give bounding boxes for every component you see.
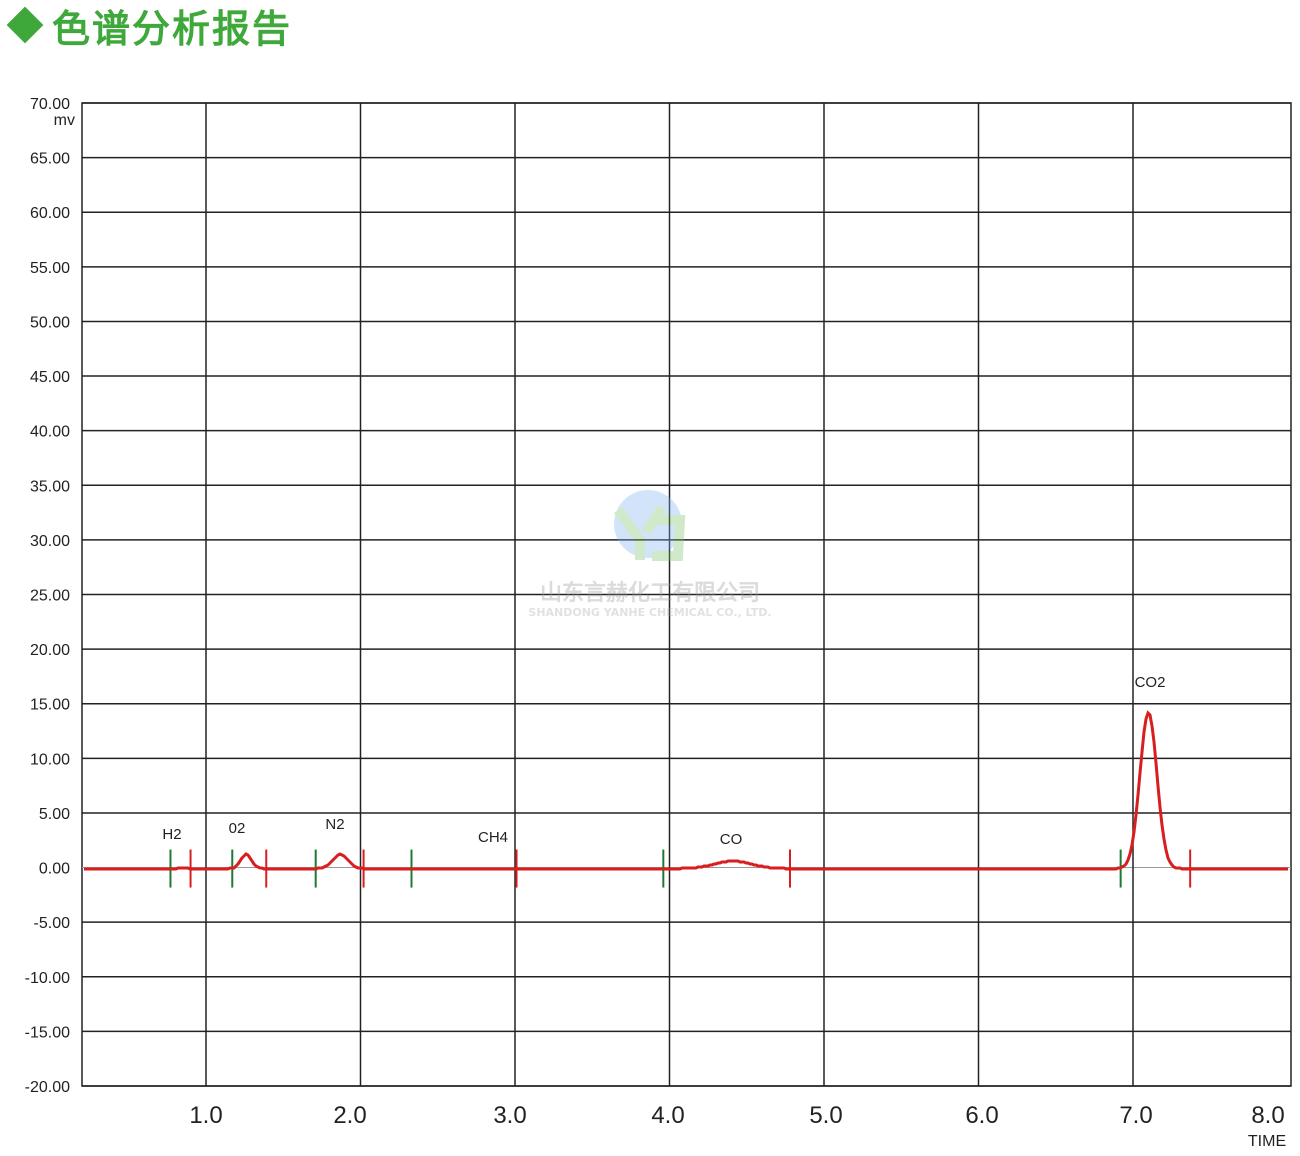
y-tick-label: -20.00: [25, 1079, 70, 1096]
peak-label: CO2: [1135, 674, 1166, 691]
watermark-company-cn: 山东言赫化工有限公司: [540, 580, 760, 606]
y-tick-label: 15.00: [30, 697, 70, 714]
x-tick-label: 8.0: [1251, 1102, 1284, 1129]
y-tick-label: -5.00: [34, 915, 71, 932]
y-tick-label: -10.00: [25, 970, 70, 987]
x-tick-label: 1.0: [189, 1102, 222, 1129]
y-axis-labels: 70.00 65.00 60.00 55.00 50.00 45.00 40.00 35.00…: [25, 96, 70, 1096]
y-axis-unit: mv: [54, 112, 75, 129]
y-tick-label: 25.00: [30, 588, 70, 605]
peak-label: CH4: [478, 829, 508, 846]
y-tick-label: 5.00: [39, 806, 70, 823]
x-tick-label: 6.0: [965, 1102, 998, 1129]
y-tick-label: 45.00: [30, 369, 70, 386]
y-tick-label: 55.00: [30, 260, 70, 277]
y-tick-label: 35.00: [30, 478, 70, 495]
peak-label: 02: [229, 820, 246, 837]
grid: [81, 102, 1292, 1087]
x-tick-label: 3.0: [493, 1102, 526, 1129]
y-tick-label: 65.00: [30, 151, 70, 168]
x-axis-labels: 1.0 2.0 3.0 4.0 5.0 6.0 7.0 8.0: [189, 1102, 1284, 1129]
report-title: 色谱分析报告: [4, 2, 292, 51]
y-tick-label: 30.00: [30, 533, 70, 550]
y-tick-label: 40.00: [30, 424, 70, 441]
x-tick-label: 4.0: [651, 1102, 684, 1129]
x-tick-label: 2.0: [333, 1102, 366, 1129]
y-tick-label: 10.00: [30, 751, 70, 768]
chromatogram-trace: [84, 710, 1288, 871]
watermark-logo-icon: [614, 490, 682, 558]
y-tick-label: 0.00: [39, 861, 70, 878]
y-tick-label: 50.00: [30, 314, 70, 331]
y-tick-label: -15.00: [25, 1024, 70, 1041]
watermark: 山东言赫化工有限公司 SHANDONG YANHE CHEMICAL CO., …: [528, 490, 772, 619]
watermark-logo-letters: [613, 505, 686, 561]
peak-labels: H2 02 N2 CH4 CO CO2: [162, 674, 1165, 848]
y-tick-label: 60.00: [30, 205, 70, 222]
report-title-text: 色谱分析报告: [52, 6, 293, 51]
y-tick-label: 70.00: [30, 96, 70, 113]
watermark-company-en: SHANDONG YANHE CHEMICAL CO., LTD.: [528, 606, 771, 619]
y-tick-label: 20.00: [30, 642, 70, 659]
peak-label: CO: [720, 831, 743, 848]
peak-label: N2: [325, 816, 344, 833]
x-tick-label: 7.0: [1119, 1102, 1152, 1129]
x-axis-title: TIME: [1248, 1133, 1286, 1150]
x-tick-label: 5.0: [809, 1102, 842, 1129]
peak-label: H2: [162, 826, 181, 843]
